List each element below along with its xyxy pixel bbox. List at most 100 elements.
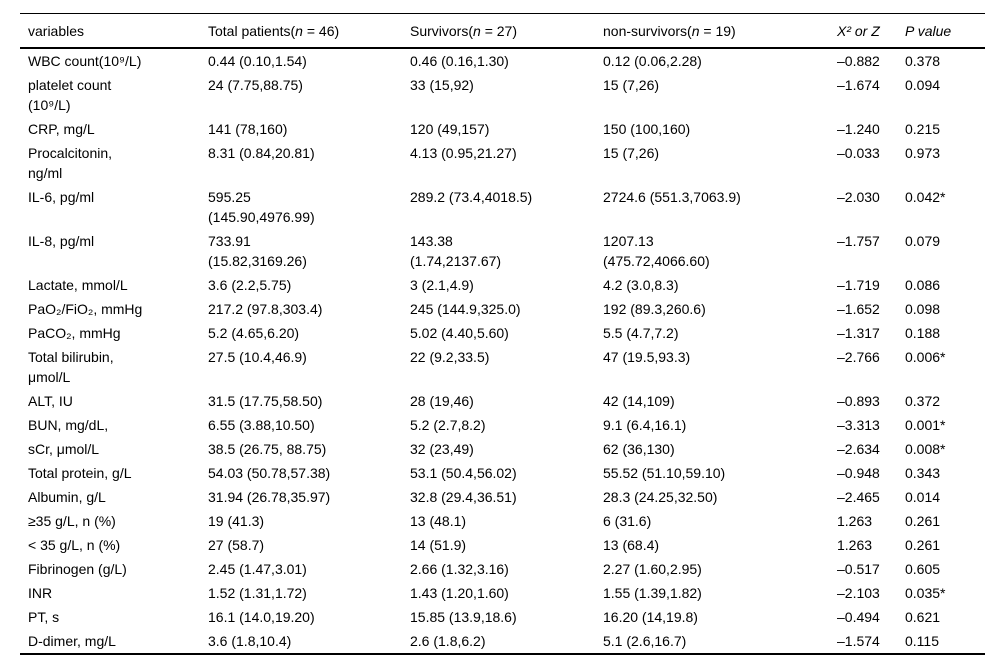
cell-survivors: 4.13 (0.95,21.27) bbox=[410, 145, 517, 161]
table-row: PaO₂/FiO₂, mmHg 217.2 (97.8,303.4) 245 (… bbox=[20, 297, 985, 321]
cell-survivors: 289.2 (73.4,4018.5) bbox=[410, 189, 533, 205]
cell-non-survivors: 6 (31.6) bbox=[603, 513, 652, 529]
cell-variable: < 35 g/L, n (%) bbox=[28, 537, 121, 553]
cell-p-value: 0.042* bbox=[905, 189, 946, 205]
cell-statistic: –1.240 bbox=[837, 121, 880, 137]
cell-variable: Albumin, g/L bbox=[28, 489, 106, 505]
cell-non-survivors: 13 (68.4) bbox=[603, 537, 660, 553]
cell-statistic: –2.634 bbox=[837, 441, 880, 457]
cell-variable: D-dimer, mg/L bbox=[28, 633, 116, 649]
cell-total-patients: 16.1 (14.0,19.20) bbox=[208, 609, 315, 625]
cell-p-value: 0.215 bbox=[905, 121, 941, 137]
cell-variable: IL-6, pg/ml bbox=[28, 189, 95, 205]
cell-total-patients: 2.45 (1.47,3.01) bbox=[208, 561, 307, 577]
cell-non-survivors: 62 (36,130) bbox=[603, 441, 675, 457]
cell-non-survivors: 5.1 (2.6,16.7) bbox=[603, 633, 687, 649]
table-row: ≥35 g/L, n (%) 19 (41.3) 13 (48.1) 6 (31… bbox=[20, 509, 985, 533]
cell-non-survivors: 55.52 (51.10,59.10) bbox=[603, 465, 726, 481]
table-row: IL-8, pg/ml 733.91 (15.82,3169.26) 143.3… bbox=[20, 229, 985, 273]
table-row: Fibrinogen (g/L) 2.45 (1.47,3.01) 2.66 (… bbox=[20, 557, 985, 581]
cell-survivors: 13 (48.1) bbox=[410, 513, 467, 529]
cell-non-survivors: 1.55 (1.39,1.82) bbox=[603, 585, 702, 601]
cell-statistic: –1.652 bbox=[837, 301, 880, 317]
cell-p-value: 0.973 bbox=[905, 145, 941, 161]
header-row: variables Total patients(n = 46) Survivo… bbox=[20, 13, 985, 49]
cell-variable: ALT, IU bbox=[28, 393, 73, 409]
cell-total-patients: 1.52 (1.31,1.72) bbox=[208, 585, 307, 601]
cell-survivors: 15.85 (13.9,18.6) bbox=[410, 609, 517, 625]
cell-survivors: 14 (51.9) bbox=[410, 537, 467, 553]
table-row: PT, s 16.1 (14.0,19.20) 15.85 (13.9,18.6… bbox=[20, 605, 985, 629]
italic-n: n bbox=[473, 23, 481, 39]
cell-total-patients: 27.5 (10.4,46.9) bbox=[208, 349, 307, 365]
cell-total-patients: 31.5 (17.75,58.50) bbox=[208, 393, 323, 409]
cell-variable: IL-8, pg/ml bbox=[28, 233, 95, 249]
cell-non-survivors: 15 (7,26) bbox=[603, 77, 660, 93]
column-header-survivors: Survivors(n = 27) bbox=[410, 13, 603, 49]
cell-non-survivors: 2724.6 (551.3,7063.9) bbox=[603, 189, 741, 205]
cell-p-value: 0.094 bbox=[905, 77, 941, 93]
table-row: D-dimer, mg/L 3.6 (1.8,10.4) 2.6 (1.8,6.… bbox=[20, 629, 985, 654]
header-label: = 19) bbox=[699, 23, 736, 39]
cell-p-value: 0.008* bbox=[905, 441, 946, 457]
table-row: Lactate, mmol/L 3.6 (2.2,5.75) 3 (2.1,4.… bbox=[20, 273, 985, 297]
cell-survivors: 143.38 (1.74,2137.67) bbox=[410, 233, 502, 269]
cell-statistic: –2.030 bbox=[837, 189, 880, 205]
cell-survivors: 5.02 (4.40,5.60) bbox=[410, 325, 509, 341]
cell-variable: BUN, mg/dL, bbox=[28, 417, 109, 433]
table-header: variables Total patients(n = 46) Survivo… bbox=[20, 13, 985, 49]
column-header-statistic: X² or Z bbox=[837, 13, 905, 49]
cell-p-value: 0.115 bbox=[905, 633, 939, 649]
cell-survivors: 32 (23,49) bbox=[410, 441, 474, 457]
column-header-p-value: P value bbox=[905, 13, 985, 49]
cell-survivors: 1.43 (1.20,1.60) bbox=[410, 585, 509, 601]
table-row: IL-6, pg/ml 595.25 (145.90,4976.99) 289.… bbox=[20, 185, 985, 229]
cell-variable: PT, s bbox=[28, 609, 60, 625]
table-row: Total protein, g/L 54.03 (50.78,57.38) 5… bbox=[20, 461, 985, 485]
cell-total-patients: 733.91 (15.82,3169.26) bbox=[208, 233, 307, 269]
cell-total-patients: 38.5 (26.75, 88.75) bbox=[208, 441, 327, 457]
cell-total-patients: 8.31 (0.84,20.81) bbox=[208, 145, 315, 161]
cell-total-patients: 3.6 (1.8,10.4) bbox=[208, 633, 292, 649]
cell-p-value: 0.261 bbox=[905, 537, 941, 553]
table-row: < 35 g/L, n (%) 27 (58.7) 14 (51.9) 13 (… bbox=[20, 533, 985, 557]
cell-survivors: 245 (144.9,325.0) bbox=[410, 301, 521, 317]
cell-statistic: –1.674 bbox=[837, 77, 880, 93]
cell-survivors: 53.1 (50.4,56.02) bbox=[410, 465, 517, 481]
cell-p-value: 0.079 bbox=[905, 233, 941, 249]
cell-total-patients: 19 (41.3) bbox=[208, 513, 265, 529]
cell-survivors: 28 (19,46) bbox=[410, 393, 474, 409]
cell-non-survivors: 42 (14,109) bbox=[603, 393, 675, 409]
cell-survivors: 2.6 (1.8,6.2) bbox=[410, 633, 486, 649]
cell-variable: PaO₂/FiO₂, mmHg bbox=[28, 301, 143, 317]
table-body: WBC count(10⁹/L) 0.44 (0.10,1.54) 0.46 (… bbox=[20, 48, 985, 654]
cell-variable: Lactate, mmol/L bbox=[28, 277, 128, 293]
cell-non-survivors: 5.5 (4.7,7.2) bbox=[603, 325, 679, 341]
cell-statistic: –1.574 bbox=[837, 633, 880, 649]
cell-p-value: 0.086 bbox=[905, 277, 941, 293]
cell-total-patients: 27 (58.7) bbox=[208, 537, 265, 553]
cell-p-value: 0.188 bbox=[905, 325, 941, 341]
cell-statistic: –1.719 bbox=[837, 277, 880, 293]
header-label: X² or Z bbox=[837, 23, 880, 39]
table-row: platelet count (10⁹/L) 24 (7.75,88.75) 3… bbox=[20, 73, 985, 117]
cell-non-survivors: 150 (100,160) bbox=[603, 121, 691, 137]
cell-variable: ≥35 g/L, n (%) bbox=[28, 513, 116, 529]
cell-p-value: 0.621 bbox=[905, 609, 941, 625]
cell-non-survivors: 9.1 (6.4,16.1) bbox=[603, 417, 687, 433]
table-row: Albumin, g/L 31.94 (26.78,35.97) 32.8 (2… bbox=[20, 485, 985, 509]
clinical-variables-table: variables Total patients(n = 46) Survivo… bbox=[20, 13, 985, 655]
column-header-variables: variables bbox=[20, 13, 208, 49]
italic-n: n bbox=[295, 23, 303, 39]
italic-n: n bbox=[691, 23, 700, 39]
header-label: Survivors( bbox=[410, 23, 474, 39]
cell-non-survivors: 47 (19.5,93.3) bbox=[603, 349, 691, 365]
cell-p-value: 0.378 bbox=[905, 53, 941, 69]
cell-survivors: 5.2 (2.7,8.2) bbox=[410, 417, 486, 433]
cell-statistic: –0.494 bbox=[837, 609, 880, 625]
cell-p-value: 0.001* bbox=[905, 417, 946, 433]
cell-variable: Fibrinogen (g/L) bbox=[28, 561, 127, 577]
column-header-total-patients: Total patients(n = 46) bbox=[208, 13, 410, 49]
cell-statistic: –0.948 bbox=[837, 465, 880, 481]
cell-p-value: 0.605 bbox=[905, 561, 941, 577]
